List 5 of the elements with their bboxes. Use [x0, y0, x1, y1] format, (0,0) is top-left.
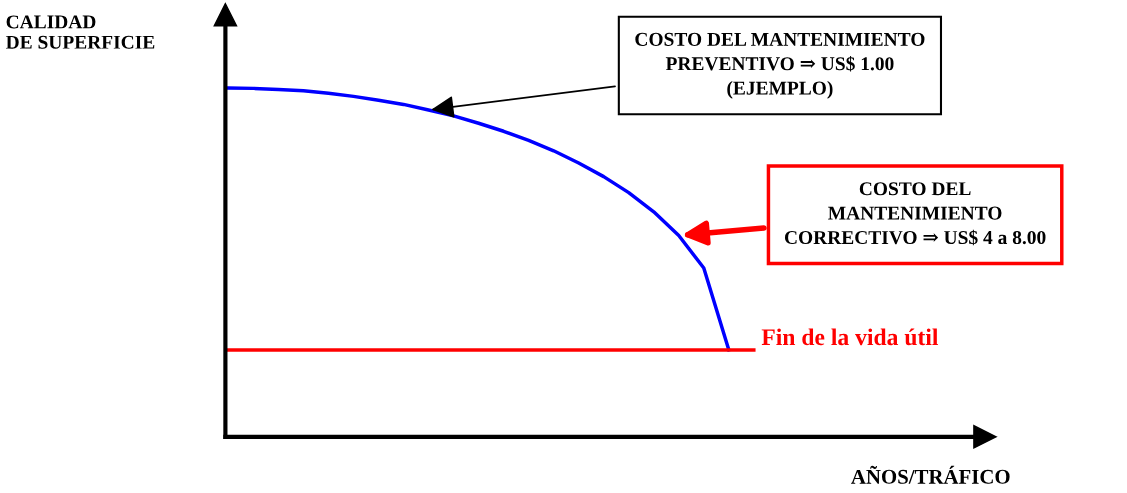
series-label: Fin de la vida útil [761, 328, 939, 346]
x-axis-title: AÑOS/TRÁFICO [851, 465, 1010, 484]
y-axis-title: CALIDAD DE SUPERFICIE [5, 15, 155, 49]
text: COSTO DEL MANTENIMIENTO CORRECTIVO ⇒ US$ 4 a 8.00 [784, 182, 1046, 246]
annotation: COSTO DEL MANTENIMIENTO PREVENTIVO ⇒ US$ 1.00 (EJEMPLO) [635, 32, 925, 99]
